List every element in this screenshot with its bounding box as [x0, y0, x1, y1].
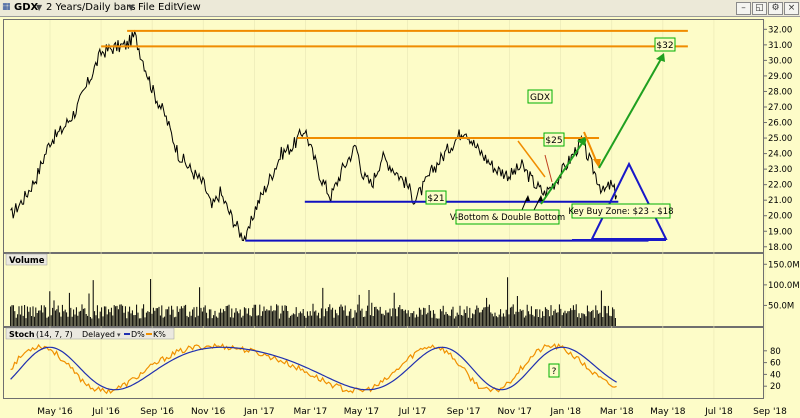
stoch-panel-title: Stoch — [9, 330, 35, 339]
projection-arrowhead-down — [593, 159, 601, 168]
label-target-32: $32 — [654, 37, 676, 52]
label-buy-zone-text: Key Buy Zone: $23 - $18 — [568, 207, 673, 217]
stoch-panel-mode: Delayed — [82, 330, 115, 339]
projection-arrow-down — [583, 131, 598, 164]
date-tick-label: Nov '17 — [497, 407, 531, 417]
date-tick-label: Jul '17 — [398, 407, 427, 417]
annotation-labels: GDX $32 $25 $21 V-Bottom & Double Bottom… — [425, 37, 676, 225]
price-tick-label: 19.00 — [768, 227, 792, 237]
price-tick-label: 23.00 — [768, 165, 792, 175]
stoch-tick-label: 60 — [770, 359, 781, 369]
chart-app-icon: ▦ — [2, 2, 11, 12]
buy-zone-triangle — [572, 161, 668, 241]
volume-bars — [10, 277, 616, 326]
date-tick-label: May '17 — [344, 407, 379, 417]
stoch-tick-label: 20 — [770, 382, 781, 392]
chart-area: 32.00 31.00 30.00 29.00 28.00 27.00 26.00 25.00… — [3, 19, 800, 417]
price-axis-labels: 32.00 31.00 30.00 29.00 28.00 27.00 26.00 25.00… — [763, 25, 792, 253]
date-tick-label: Mar '17 — [293, 407, 327, 417]
price-tick-label: 21.00 — [768, 196, 792, 206]
price-tick-label: 31.00 — [768, 41, 792, 51]
minimize-icon[interactable]: – — [736, 2, 751, 15]
label-gdx-text: GDX — [530, 93, 550, 103]
restore-icon[interactable]: ◱ — [752, 2, 767, 15]
price-tick-label: 25.00 — [768, 134, 792, 144]
stoch-tick-label: 80 — [770, 347, 781, 357]
double-bottom-pointers — [521, 195, 543, 211]
price-tick-label: 22.00 — [768, 181, 792, 191]
date-tick-label: Jan '17 — [243, 407, 275, 417]
volume-panel-title: Volume — [9, 256, 45, 266]
pointer-arrowhead-1 — [525, 195, 530, 201]
pointer-arrowhead-2 — [538, 195, 543, 201]
volume-panel-frame — [3, 253, 764, 327]
price-tick-label: 27.00 — [768, 103, 792, 113]
label-buy-zone: Key Buy Zone: $23 - $18 — [568, 203, 674, 219]
date-tick-label: Jan '18 — [549, 407, 581, 417]
label-target-25-text: $25 — [545, 136, 562, 146]
period-title[interactable]: 2 Years/Daily bars — [46, 2, 136, 13]
date-tick-label: Jul '18 — [704, 407, 733, 417]
symbol-dropdown-icon[interactable]: ▼ — [36, 3, 43, 12]
price-panel-frame — [3, 19, 764, 253]
date-tick-label: May '18 — [650, 407, 686, 417]
price-series-line — [10, 29, 618, 242]
projection-arrowhead-2 — [656, 53, 665, 62]
price-tick-label: 24.00 — [768, 150, 792, 160]
close-icon[interactable]: × — [784, 2, 799, 15]
menu-file[interactable]: File — [138, 2, 155, 13]
volume-tick-label: 100.0M — [768, 281, 800, 291]
projection-arrows — [517, 53, 665, 205]
settings-icon[interactable]: ⚙ — [768, 2, 783, 15]
symbol-title: GDX — [14, 2, 39, 13]
wedge-line-upper — [544, 154, 553, 183]
date-tick-label: Mar '18 — [600, 407, 634, 417]
period-dropdown-icon[interactable]: ▼ — [128, 3, 135, 12]
label-gdx: GDX — [527, 89, 553, 104]
label-bottom-note: V-Bottom & Double Bottom — [450, 209, 565, 225]
stoch-k-line — [10, 343, 617, 395]
price-tick-label: 26.00 — [768, 119, 792, 129]
stoch-d-line — [10, 346, 617, 391]
volume-panel-header: Volume — [5, 253, 48, 266]
window-titlebar: ▦ GDX ▼ 2 Years/Daily bars ▼ File Edit V… — [0, 0, 800, 17]
stoch-mode-dropdown-icon[interactable]: ▾ — [117, 331, 121, 339]
stoch-marker-text: ? — [552, 367, 557, 377]
label-target-32-text: $32 — [656, 41, 673, 51]
projection-arrow-up-2 — [598, 58, 662, 169]
volume-axis-labels: 150.0M 100.0M 50.0M — [763, 260, 800, 311]
stoch-tick-label: 40 — [770, 370, 781, 380]
label-bottom-note-text: V-Bottom & Double Bottom — [450, 213, 565, 223]
wedge-line-resistance — [517, 140, 546, 178]
menu-edit[interactable]: Edit — [158, 2, 178, 13]
legend-label-k: K% — [153, 330, 166, 339]
date-tick-label: Nov '16 — [191, 407, 226, 417]
projection-arrow-up-1 — [540, 141, 584, 205]
volume-tick-label: 150.0M — [768, 260, 800, 270]
label-target-25: $25 — [543, 132, 565, 147]
date-tick-label: Sep '17 — [447, 407, 481, 417]
price-tick-label: 29.00 — [768, 72, 792, 82]
date-tick-label: Sep '16 — [140, 407, 174, 417]
date-tick-label: Sep '18 — [753, 407, 787, 417]
stoch-marker: ? — [548, 363, 560, 378]
label-support-21: $21 — [425, 190, 447, 205]
price-tick-label: 18.00 — [768, 243, 792, 253]
volume-tick-label: 50.0M — [768, 301, 794, 311]
date-tick-label: Jul '16 — [91, 407, 120, 417]
projection-arrowhead-1 — [577, 136, 587, 146]
date-axis-labels: May '16 Jul '16 Sep '16 Nov '16 Jan '17 Mar '… — [37, 407, 787, 417]
legend-label-d: D% — [131, 330, 145, 339]
price-tick-label: 20.00 — [768, 212, 792, 222]
date-tick-label: May '16 — [37, 407, 73, 417]
price-tick-label: 30.00 — [768, 56, 792, 66]
price-tick-label: 28.00 — [768, 87, 792, 97]
stoch-panel-params: (14, 7, 7) — [36, 330, 73, 339]
stoch-panel-header: Stoch (14, 7, 7) Delayed ▾ D% K% — [5, 327, 175, 340]
price-tick-label: 32.00 — [768, 25, 792, 35]
menu-view[interactable]: View — [177, 2, 201, 13]
label-support-21-text: $21 — [427, 194, 444, 204]
